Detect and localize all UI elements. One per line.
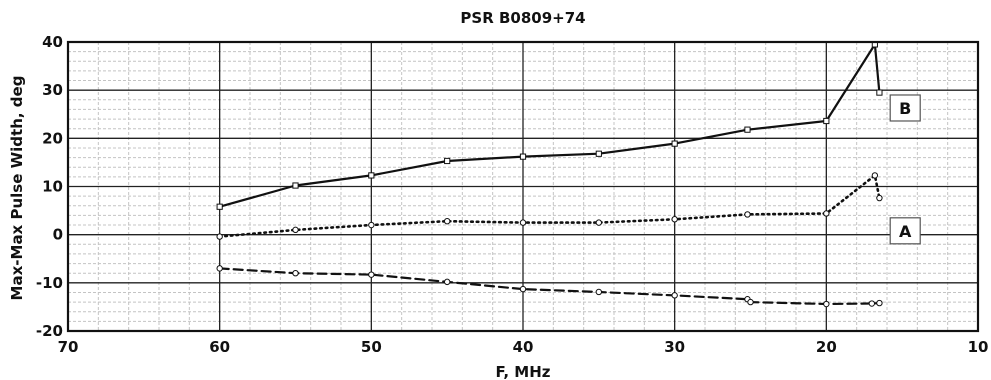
- annotation-box: [889, 94, 921, 122]
- x-tick-label: 20: [816, 338, 837, 356]
- x-tick-label: 40: [513, 338, 534, 356]
- y-tick-label: 20: [42, 129, 63, 147]
- data-point-middle: [443, 217, 451, 225]
- data-point-lower: [868, 300, 876, 307]
- data-point-middle: [368, 221, 375, 229]
- data-point-lower: [216, 265, 223, 272]
- data-point-middle: [744, 211, 751, 218]
- x-tick-label: 70: [58, 338, 79, 356]
- x-tick-label: 50: [361, 338, 382, 356]
- chart-title: PSR B0809+74: [460, 9, 585, 27]
- y-tick-label: -20: [36, 322, 63, 340]
- data-point-upper: [595, 150, 602, 157]
- data-point-lower: [519, 285, 527, 293]
- data-point-middle: [519, 219, 527, 226]
- y-tick-label: 30: [42, 81, 63, 99]
- data-point-middle: [823, 210, 830, 217]
- data-point-lower: [876, 299, 883, 307]
- annotation-label: A: [899, 222, 912, 241]
- x-tick-label: 10: [968, 338, 989, 356]
- data-point-upper: [519, 153, 527, 160]
- data-point-lower: [747, 298, 754, 306]
- x-axis-label: F, MHz: [496, 363, 551, 380]
- annotations: BA: [889, 94, 921, 245]
- data-point-lower: [823, 300, 830, 308]
- data-point-middle: [671, 216, 678, 223]
- data-point-upper: [444, 157, 451, 165]
- y-tick-label: 40: [42, 33, 63, 51]
- x-tick-label: 60: [209, 338, 230, 356]
- data-point-upper: [292, 182, 299, 189]
- y-tick-labels: -20 -10 0 10 20 30 40: [36, 33, 63, 340]
- data-point-lower: [671, 292, 678, 299]
- data-point-upper: [876, 89, 883, 96]
- y-tick-label: 0: [53, 226, 63, 244]
- data-point-middle: [876, 194, 883, 202]
- y-tick-label: 10: [42, 178, 63, 196]
- series-layer: [216, 41, 883, 308]
- data-point-middle: [292, 226, 299, 234]
- series-line-lower: [218, 267, 881, 306]
- data-point-lower: [368, 271, 375, 278]
- y-tick-label: -10: [36, 274, 63, 292]
- y-axis-label: Max-Max Pulse Width, deg: [8, 76, 26, 301]
- data-point-middle: [595, 219, 603, 226]
- data-point-lower: [443, 278, 451, 286]
- annotation-label: B: [899, 99, 911, 118]
- plot-frame: [66, 40, 980, 333]
- data-point-upper: [368, 172, 375, 179]
- data-point-upper: [823, 117, 830, 125]
- data-point-lower: [595, 288, 603, 296]
- x-tick-label: 30: [664, 338, 685, 356]
- data-point-upper: [216, 203, 223, 210]
- data-point-lower: [292, 270, 299, 277]
- x-tick-labels: 70 60 50 40 30 20 10: [58, 338, 989, 356]
- data-point-middle: [216, 233, 223, 240]
- data-point-upper: [671, 140, 678, 147]
- annotation-box: [889, 217, 921, 245]
- data-point-middle: [871, 172, 879, 179]
- series-line-upper: [218, 43, 881, 208]
- data-point-upper: [744, 126, 751, 133]
